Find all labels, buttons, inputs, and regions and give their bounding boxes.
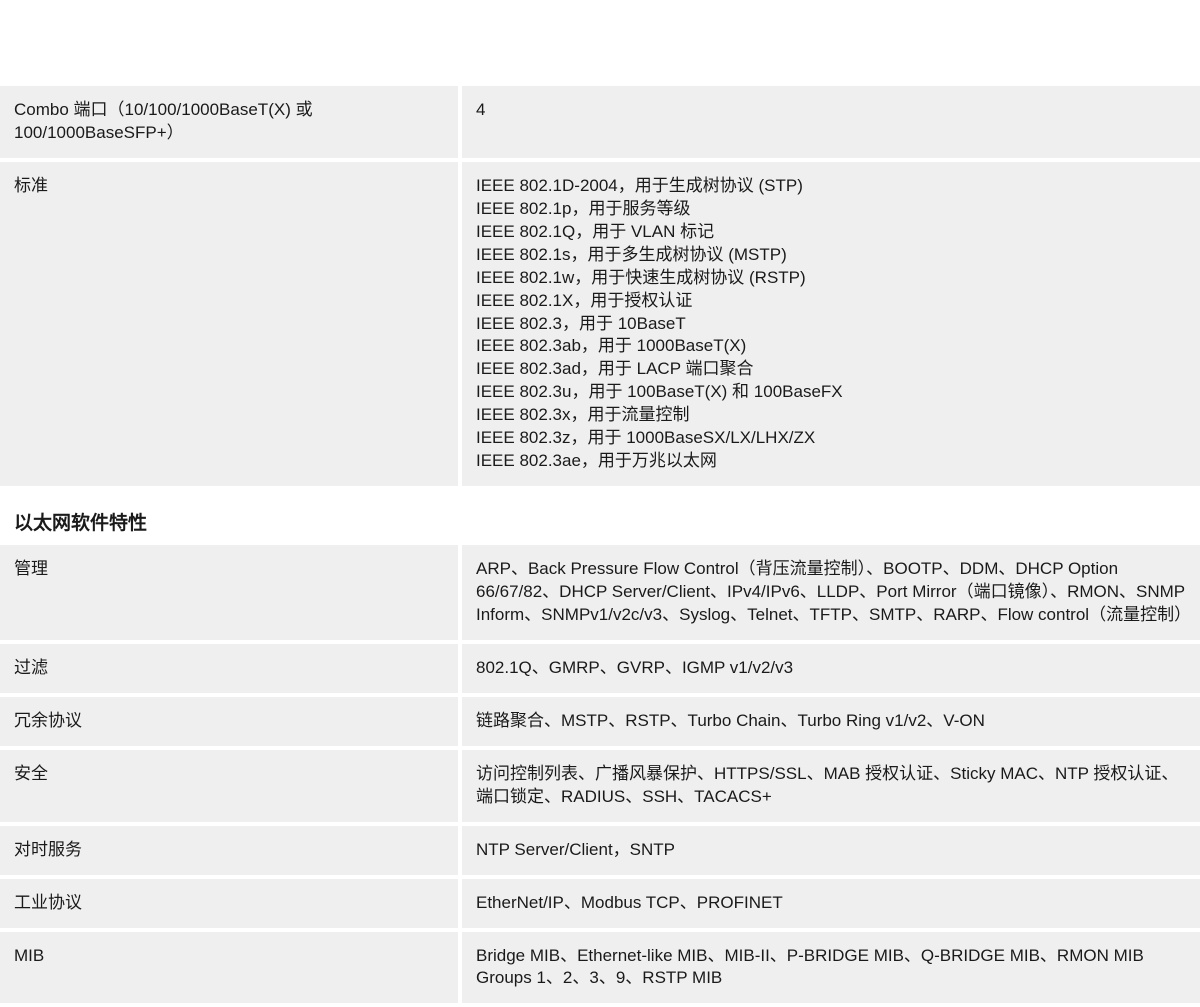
spec-value: EtherNet/IP、Modbus TCP、PROFINET bbox=[462, 879, 1200, 928]
spec-row-redundancy: 冗余协议 链路聚合、MSTP、RSTP、Turbo Chain、Turbo Ri… bbox=[0, 697, 1200, 746]
top-padding bbox=[0, 0, 1200, 86]
section-header-ethernet-software: 以太网软件特性 bbox=[0, 490, 1200, 545]
spec-row-combo: Combo 端口（10/100/1000BaseT(X) 或 100/1000B… bbox=[0, 86, 1200, 158]
spec-value: 4 bbox=[462, 86, 1200, 158]
spec-value: ARP、Back Pressure Flow Control（背压流量控制）、B… bbox=[462, 545, 1200, 640]
spec-table-top: Combo 端口（10/100/1000BaseT(X) 或 100/1000B… bbox=[0, 86, 1200, 486]
spec-label: MIB bbox=[0, 932, 458, 1004]
spec-label: 过滤 bbox=[0, 644, 458, 693]
spec-label: 冗余协议 bbox=[0, 697, 458, 746]
spec-row-mib: MIB Bridge MIB、Ethernet-like MIB、MIB-II、… bbox=[0, 932, 1200, 1004]
spec-row-industrial-protocol: 工业协议 EtherNet/IP、Modbus TCP、PROFINET bbox=[0, 879, 1200, 928]
spec-row-security: 安全 访问控制列表、广播风暴保护、HTTPS/SSL、MAB 授权认证、Stic… bbox=[0, 750, 1200, 822]
spec-label: 安全 bbox=[0, 750, 458, 822]
spec-row-filter: 过滤 802.1Q、GMRP、GVRP、IGMP v1/v2/v3 bbox=[0, 644, 1200, 693]
spec-table-ethernet-software: 管理 ARP、Back Pressure Flow Control（背压流量控制… bbox=[0, 545, 1200, 1003]
spec-value: 访问控制列表、广播风暴保护、HTTPS/SSL、MAB 授权认证、Sticky … bbox=[462, 750, 1200, 822]
spec-label: 工业协议 bbox=[0, 879, 458, 928]
spec-value: IEEE 802.1D-2004，用于生成树协议 (STP) IEEE 802.… bbox=[462, 162, 1200, 486]
spec-label: 对时服务 bbox=[0, 826, 458, 875]
spec-row-time-svc: 对时服务 NTP Server/Client，SNTP bbox=[0, 826, 1200, 875]
spec-value: Bridge MIB、Ethernet-like MIB、MIB-II、P-BR… bbox=[462, 932, 1200, 1004]
spec-row-standards: 标准 IEEE 802.1D-2004，用于生成树协议 (STP) IEEE 8… bbox=[0, 162, 1200, 486]
spec-label: 管理 bbox=[0, 545, 458, 640]
spec-value: NTP Server/Client，SNTP bbox=[462, 826, 1200, 875]
spec-label: Combo 端口（10/100/1000BaseT(X) 或 100/1000B… bbox=[0, 86, 458, 158]
spec-value: 802.1Q、GMRP、GVRP、IGMP v1/v2/v3 bbox=[462, 644, 1200, 693]
spec-label: 标准 bbox=[0, 162, 458, 486]
spec-row-management: 管理 ARP、Back Pressure Flow Control（背压流量控制… bbox=[0, 545, 1200, 640]
spec-value: 链路聚合、MSTP、RSTP、Turbo Chain、Turbo Ring v1… bbox=[462, 697, 1200, 746]
